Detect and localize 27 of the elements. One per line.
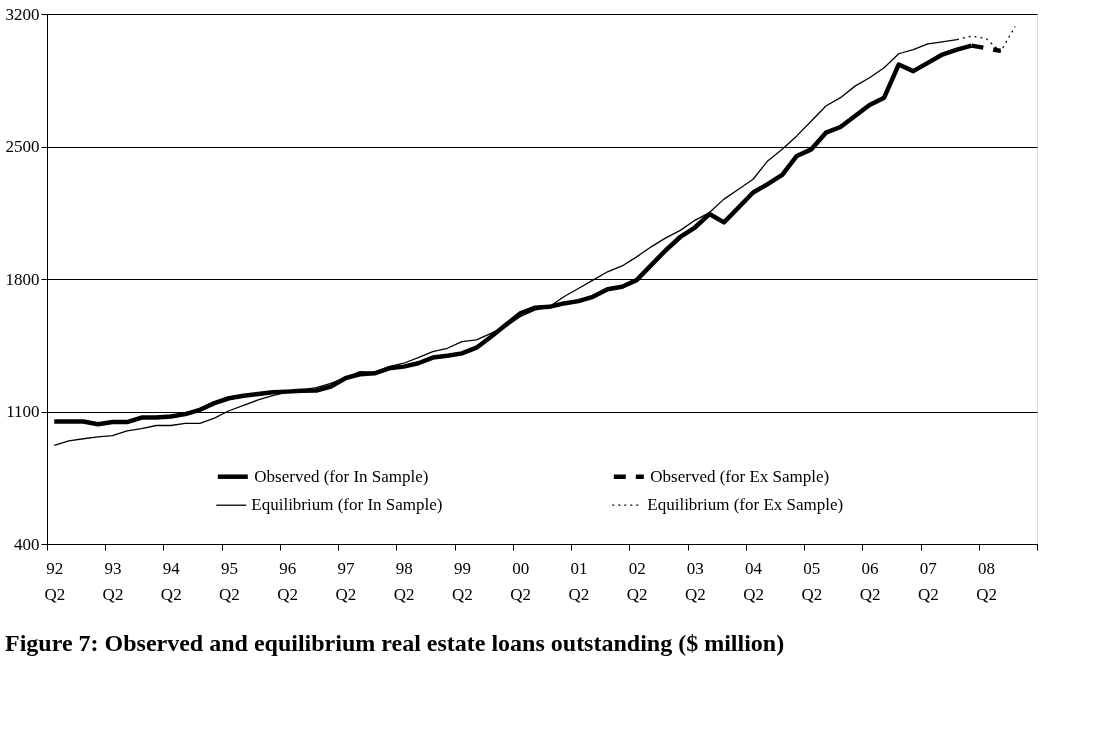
x-tick-label: 00 Q2	[510, 558, 532, 604]
legend-label: Observed (for In Sample)	[254, 466, 429, 486]
x-tick-label: 05 Q2	[801, 558, 823, 604]
x-tick-label: 99 Q2	[452, 558, 473, 604]
x-tick-label: 94 Q2	[160, 558, 182, 604]
x-tick-label: 97 Q2	[335, 558, 357, 604]
x-tick-label: 03 Q2	[684, 558, 706, 604]
y-tick-label: 1800	[5, 269, 40, 289]
x-tick-label: 95 Q2	[219, 558, 240, 604]
text: Figure 7: Observed and equilibrium real estate loans outstanding ($ million)	[5, 630, 785, 656]
x-tick-label: 04 Q2	[743, 558, 764, 604]
y-tick-label: 1100	[6, 402, 40, 421]
x-tick-label: 96 Q2	[277, 558, 299, 604]
legend-label: Equilibrium (for Ex Sample)	[647, 495, 844, 515]
x-tick-label: 02 Q2	[626, 558, 648, 604]
y-tick-label: 3200	[5, 4, 40, 24]
x-tick-label: 98 Q2	[393, 558, 415, 604]
legend-label: Observed (for Ex Sample)	[650, 466, 830, 486]
x-tick-label: 07 Q2	[917, 558, 939, 604]
y-tick-label: 2500	[5, 137, 40, 156]
x-tick-label: 01 Q2	[568, 558, 590, 604]
x-tick-label: 06 Q2	[859, 558, 881, 604]
x-tick-label: 93 Q2	[102, 558, 124, 604]
x-tick-label: 08 Q2	[976, 558, 997, 604]
x-tick-label: 92 Q2	[44, 558, 66, 604]
legend-label: Equilibrium (for In Sample)	[251, 495, 443, 515]
y-tick-label: 400	[14, 534, 40, 554]
